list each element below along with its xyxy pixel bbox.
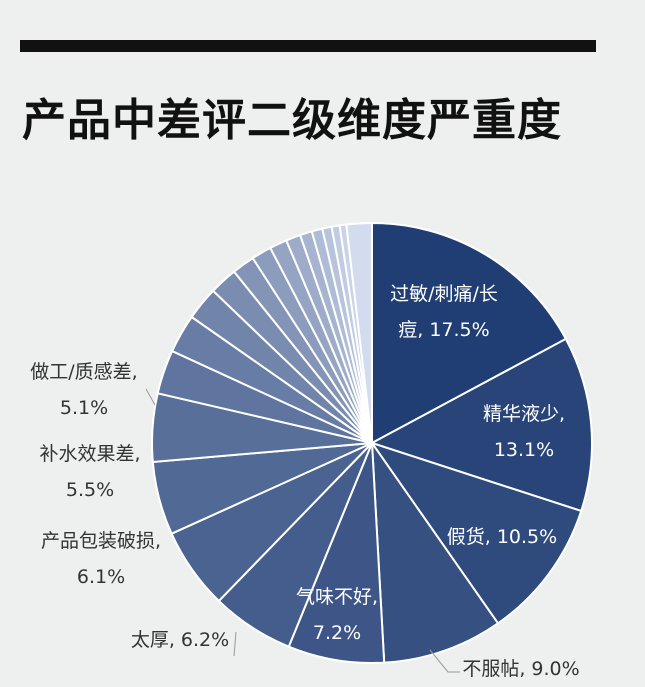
slice-label-line: 痘, 17.5% <box>398 319 489 341</box>
slice-label-line: 做工/质感差, <box>30 361 137 383</box>
slice-label-line: 5.5% <box>66 479 114 501</box>
slice-label-产品包装破损: 产品包装破损, 6.1% <box>41 530 161 588</box>
slice-label-line: 7.2% <box>313 622 361 644</box>
slice-label-假货: 假货, 10.5% <box>447 526 557 548</box>
pie-slice-23 <box>345 221 373 444</box>
page-title: 产品中差评二级维度严重度 <box>22 95 562 146</box>
slice-label-line: 13.1% <box>494 439 554 461</box>
slice-label-line: 补水效果差, <box>39 443 140 465</box>
pie-slice-过敏/刺痛/长痘 <box>371 221 568 445</box>
pie-slice-不服帖 <box>370 439 500 664</box>
slice-label-太厚: 太厚, 6.2% <box>131 629 229 651</box>
pie-slices <box>151 221 593 664</box>
slice-label-line: 产品包装破损, <box>41 530 161 552</box>
slice-label-line: 5.1% <box>60 397 108 419</box>
slice-label-不服帖: 不服帖, 9.0% <box>462 658 579 680</box>
slice-label-过敏/刺痛/长痘: 过敏/刺痛/长痘, 17.5% <box>390 283 498 341</box>
slice-label-line: 太厚, 6.2% <box>131 629 229 651</box>
slice-label-line: 气味不好, <box>296 586 378 608</box>
slice-label-气味不好: 气味不好, 7.2% <box>296 586 378 644</box>
slice-label-line: 假货, 10.5% <box>447 526 557 548</box>
leader-line <box>145 388 156 406</box>
slice-label-补水效果差: 补水效果差, 5.5% <box>39 443 140 501</box>
slice-label-line: 精华液少, <box>483 403 565 425</box>
pie-slice-假货 <box>369 441 583 625</box>
leader-line <box>429 649 460 673</box>
slice-label-line: 不服帖, 9.0% <box>462 658 579 680</box>
slice-label-line: 过敏/刺痛/长 <box>390 283 498 305</box>
header-rule <box>20 40 596 52</box>
slice-label-精华液少: 精华液少, 13.1% <box>483 403 565 461</box>
leader-line <box>233 631 237 657</box>
slice-label-line: 6.1% <box>77 566 125 588</box>
slice-labels: 过敏/刺痛/长痘, 17.5% 精华液少, 13.1% 假货, 10.5% 不服帖, 9… <box>30 283 579 680</box>
slice-label-做工/质感差: 做工/质感差, 5.1% <box>30 361 137 419</box>
pie-slice-精华液少 <box>369 337 593 513</box>
